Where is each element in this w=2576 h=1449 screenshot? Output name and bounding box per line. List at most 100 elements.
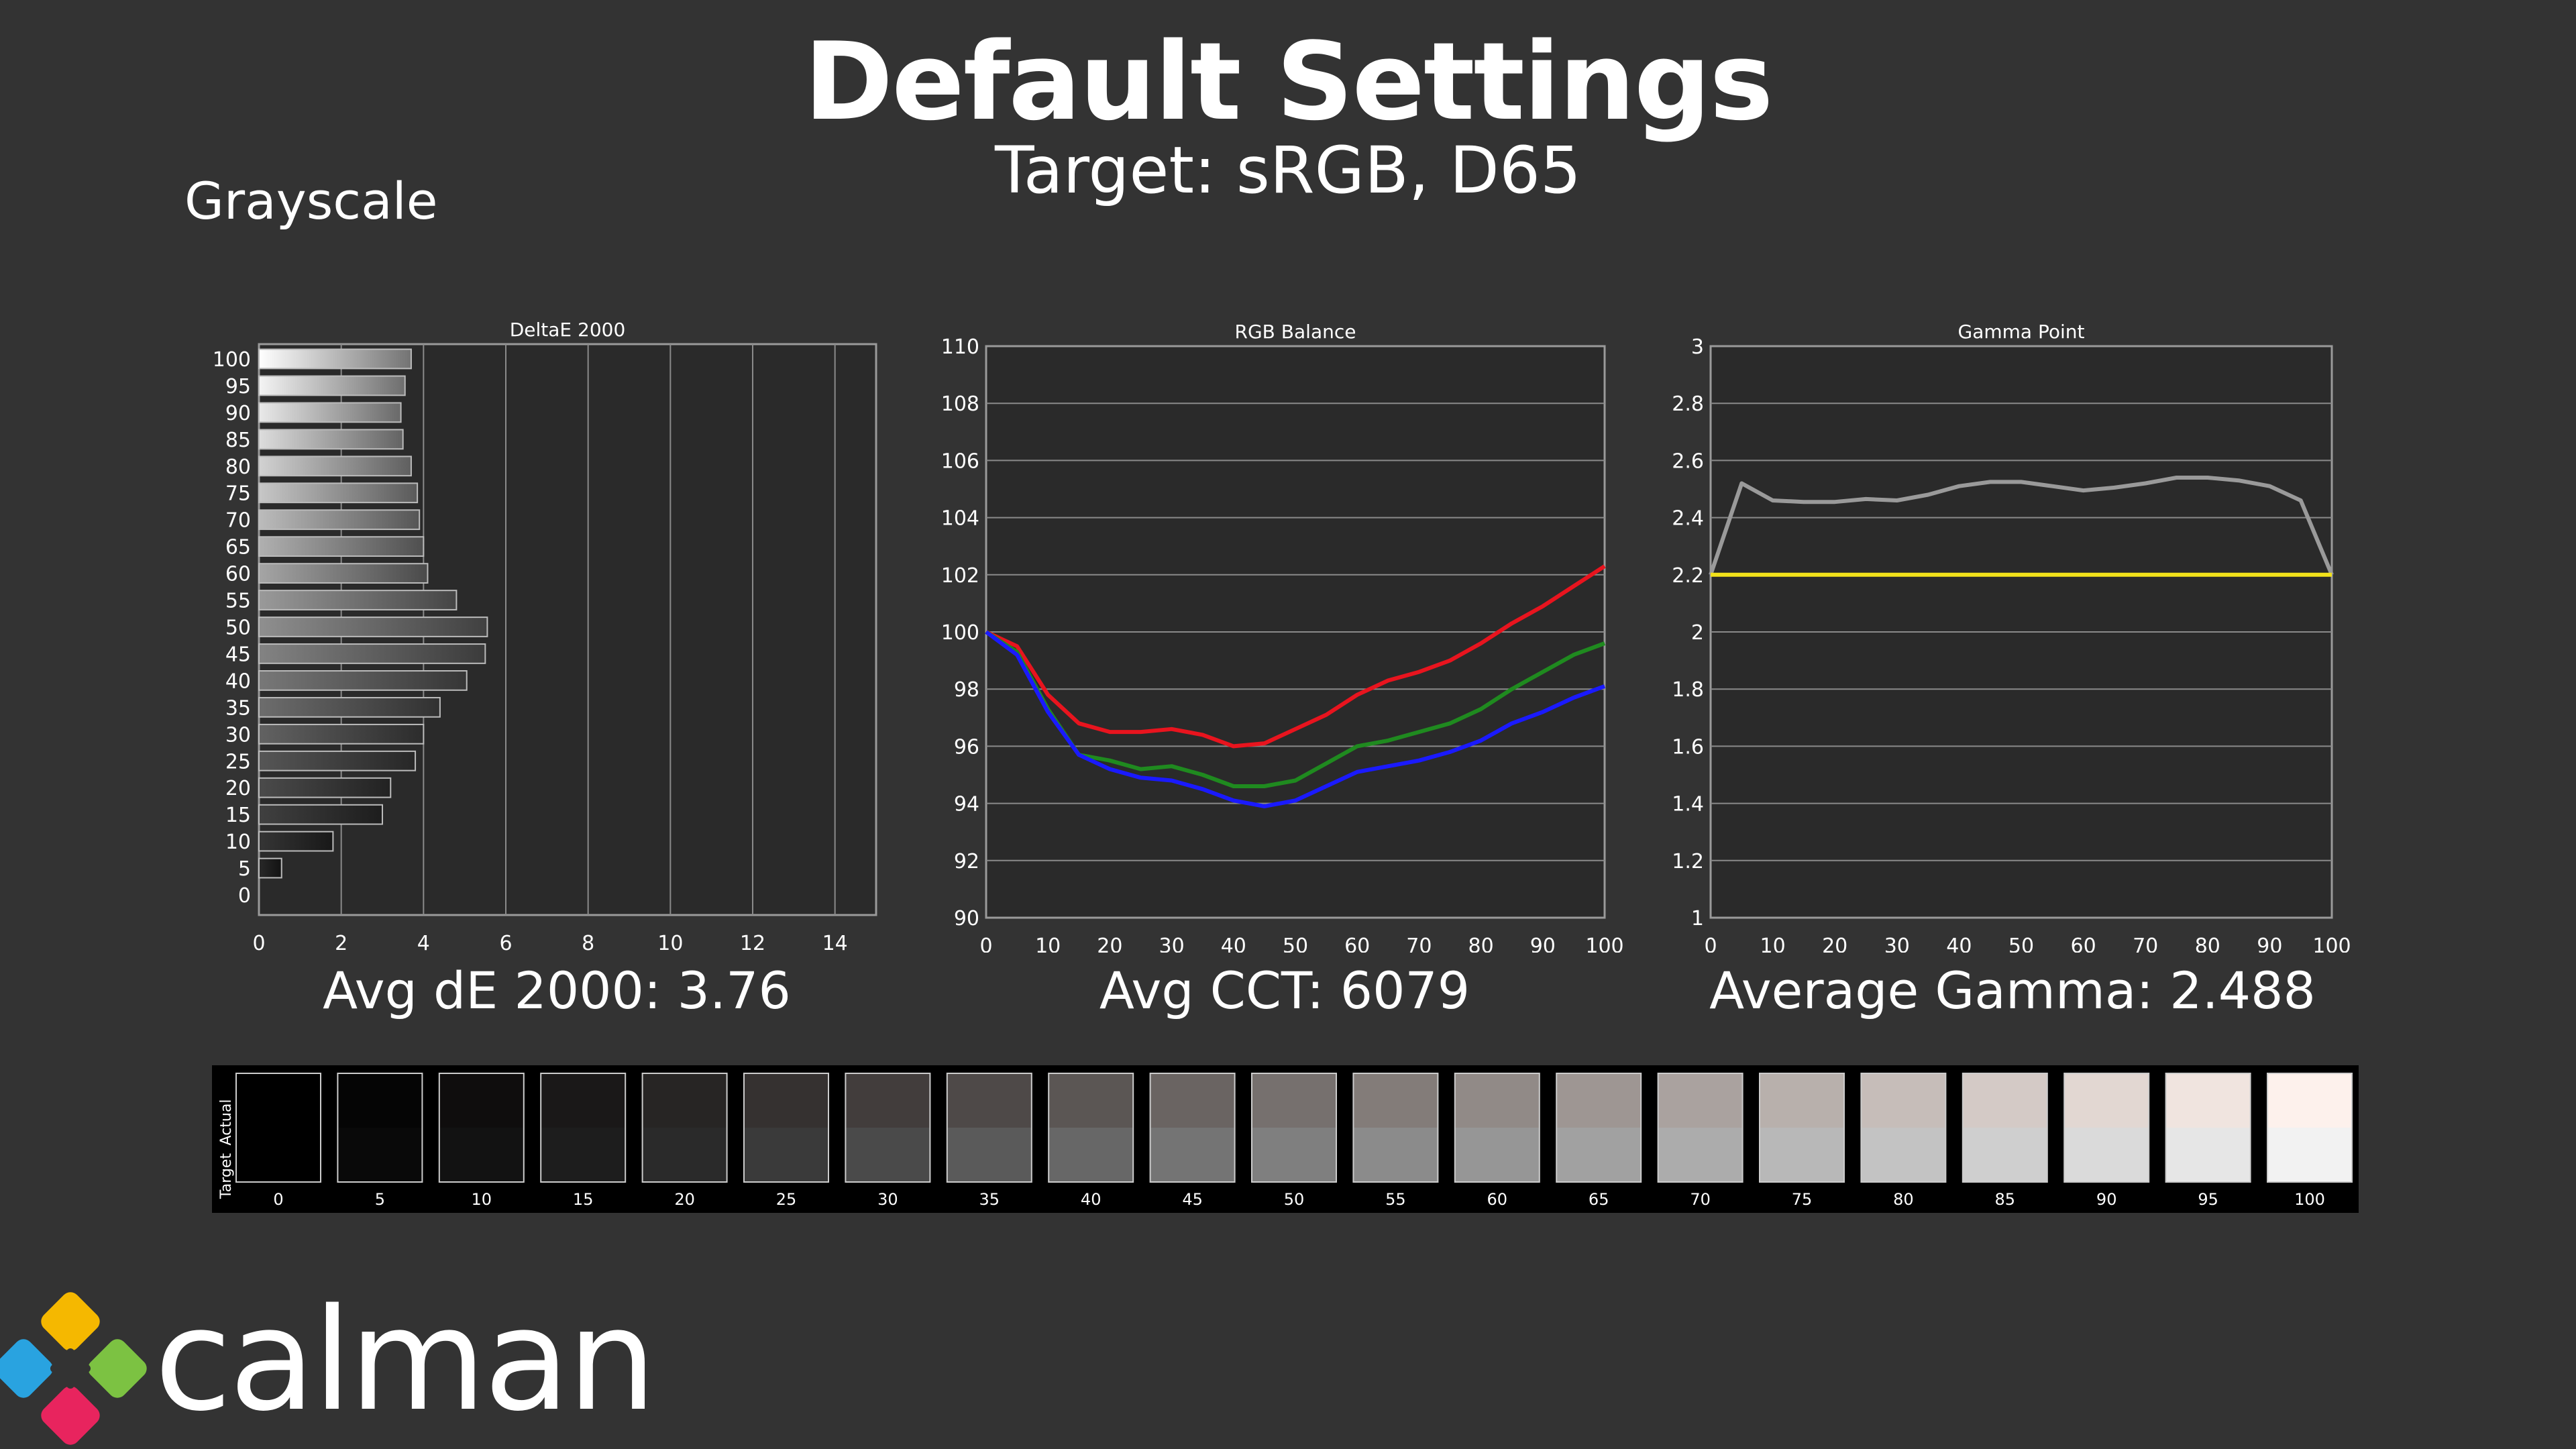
y-tick-label: 15 xyxy=(225,804,251,827)
series-line-blue xyxy=(985,630,1606,808)
swatch-actual xyxy=(1760,1073,1844,1128)
swatch-target xyxy=(2267,1128,2352,1182)
y-tick-label: 20 xyxy=(225,777,251,800)
bar xyxy=(258,509,421,531)
brand-name: calman xyxy=(154,1278,657,1442)
y-tick-label: 1.8 xyxy=(1672,678,1704,702)
swatch-border xyxy=(946,1073,1032,1183)
x-tick-label: 70 xyxy=(1406,934,1432,953)
bar xyxy=(258,455,412,477)
swatch-actual xyxy=(1658,1073,1743,1128)
y-tick-label: 2.4 xyxy=(1672,507,1704,531)
bar xyxy=(258,750,417,771)
swatch-label: 45 xyxy=(1182,1190,1203,1209)
swatch-target xyxy=(439,1128,524,1182)
bar xyxy=(258,670,468,691)
swatch-target xyxy=(1962,1128,2047,1182)
y-tick-label: 94 xyxy=(954,793,979,816)
y-tick-label: 65 xyxy=(225,536,251,559)
x-tick-label: 40 xyxy=(1946,934,1972,953)
swatch-border xyxy=(1759,1073,1845,1183)
y-tick-label: 96 xyxy=(954,735,979,759)
swatch-border xyxy=(641,1073,728,1183)
x-tick-label: 12 xyxy=(740,932,765,953)
y-tick-label: 90 xyxy=(225,402,251,425)
swatch-target xyxy=(2165,1128,2251,1182)
avg-gamma-stat: Average Gamma: 2.488 xyxy=(1709,961,2316,1020)
swatch-actual xyxy=(337,1073,423,1128)
swatch-target xyxy=(337,1128,423,1182)
swatch-actual xyxy=(642,1073,727,1128)
y-tick-label: 2 xyxy=(1691,621,1704,645)
bar xyxy=(258,777,392,798)
y-tick-label: 70 xyxy=(225,509,251,533)
delta-e-chart: DeltaE 2000 0 2 4 6 8 10 12 14 0 5 10 15 20 25 30 35 40 45… xyxy=(213,319,877,953)
bar xyxy=(258,804,383,825)
swatch-target xyxy=(947,1128,1032,1182)
y-tick-label: 108 xyxy=(941,392,979,416)
series-line-red xyxy=(985,564,1606,749)
swatch-target xyxy=(1861,1128,1946,1182)
swatch-label: 100 xyxy=(2294,1190,2325,1209)
y-tick-label: 100 xyxy=(213,348,251,372)
y-tick-label: 50 xyxy=(225,616,251,640)
swatch-label: 20 xyxy=(674,1190,695,1209)
bar xyxy=(258,830,334,852)
swatch-label: 55 xyxy=(1385,1190,1406,1209)
swatch-actual xyxy=(1454,1073,1540,1128)
swatch-border xyxy=(2063,1073,2150,1183)
swatch-label: 15 xyxy=(573,1190,594,1209)
y-tick-label: 45 xyxy=(225,643,251,666)
y-tick-label: 2.8 xyxy=(1672,392,1704,416)
swatch-target xyxy=(1049,1128,1134,1182)
swatch-target xyxy=(642,1128,727,1182)
swatch-actual xyxy=(2064,1073,2149,1128)
y-tick-label: 110 xyxy=(941,335,979,359)
chart-title: DeltaE 2000 xyxy=(510,319,626,341)
x-tick-label: 60 xyxy=(2071,934,2096,953)
y-tick-label: 92 xyxy=(954,850,979,873)
x-tick-label: 100 xyxy=(1585,934,1623,953)
swatch-actual xyxy=(2267,1073,2352,1128)
x-tick-label: 10 xyxy=(1760,934,1786,953)
y-tick-label: 25 xyxy=(225,750,251,773)
swatch-border xyxy=(337,1073,423,1183)
bar xyxy=(258,482,419,504)
x-tick-label: 10 xyxy=(1035,934,1061,953)
swatch-actual xyxy=(1049,1073,1134,1128)
y-tick-label: 60 xyxy=(225,563,251,586)
swatch-label: 35 xyxy=(979,1190,1000,1209)
swatch-border xyxy=(743,1073,829,1183)
swatch-label: 90 xyxy=(2096,1190,2117,1209)
x-tick-label: 0 xyxy=(1704,934,1717,953)
y-tick-label: 35 xyxy=(225,696,251,720)
swatch-target xyxy=(1454,1128,1540,1182)
swatch-actual xyxy=(439,1073,524,1128)
x-tick-label: 30 xyxy=(1884,934,1910,953)
y-tick-label: 1.6 xyxy=(1672,735,1704,759)
section-label: Grayscale xyxy=(184,171,438,231)
y-tick-label: 5 xyxy=(238,857,251,881)
page-title: Default Settings xyxy=(804,19,1773,144)
swatch-actual xyxy=(2165,1073,2251,1128)
y-tick-label: 1.4 xyxy=(1672,793,1704,816)
swatch-label: 0 xyxy=(273,1190,283,1209)
swatch-border xyxy=(1352,1073,1439,1183)
swatch-label: 75 xyxy=(1792,1190,1813,1209)
y-tick-label: 2.6 xyxy=(1672,449,1704,473)
swatch-actual xyxy=(1861,1073,1946,1128)
x-tick-label: 14 xyxy=(822,932,848,953)
swatch-actual xyxy=(1556,1073,1642,1128)
x-tick-label: 80 xyxy=(2195,934,2220,953)
bar xyxy=(258,563,429,584)
x-tick-label: 40 xyxy=(1221,934,1246,953)
bar xyxy=(258,723,425,745)
swatch-label: 95 xyxy=(2198,1190,2218,1209)
swatch-target xyxy=(1252,1128,1336,1182)
y-tick-label: 95 xyxy=(225,375,251,398)
swatch-border xyxy=(1657,1073,1743,1183)
grayscale-swatch-strip: Actual Target 0 5 10 15 20 25 30 35 40 45 50 55 60 65 70… xyxy=(212,1065,2359,1213)
swatch-actual xyxy=(1353,1073,1438,1128)
x-tick-label: 80 xyxy=(1468,934,1494,953)
swatch-border xyxy=(2267,1073,2353,1183)
